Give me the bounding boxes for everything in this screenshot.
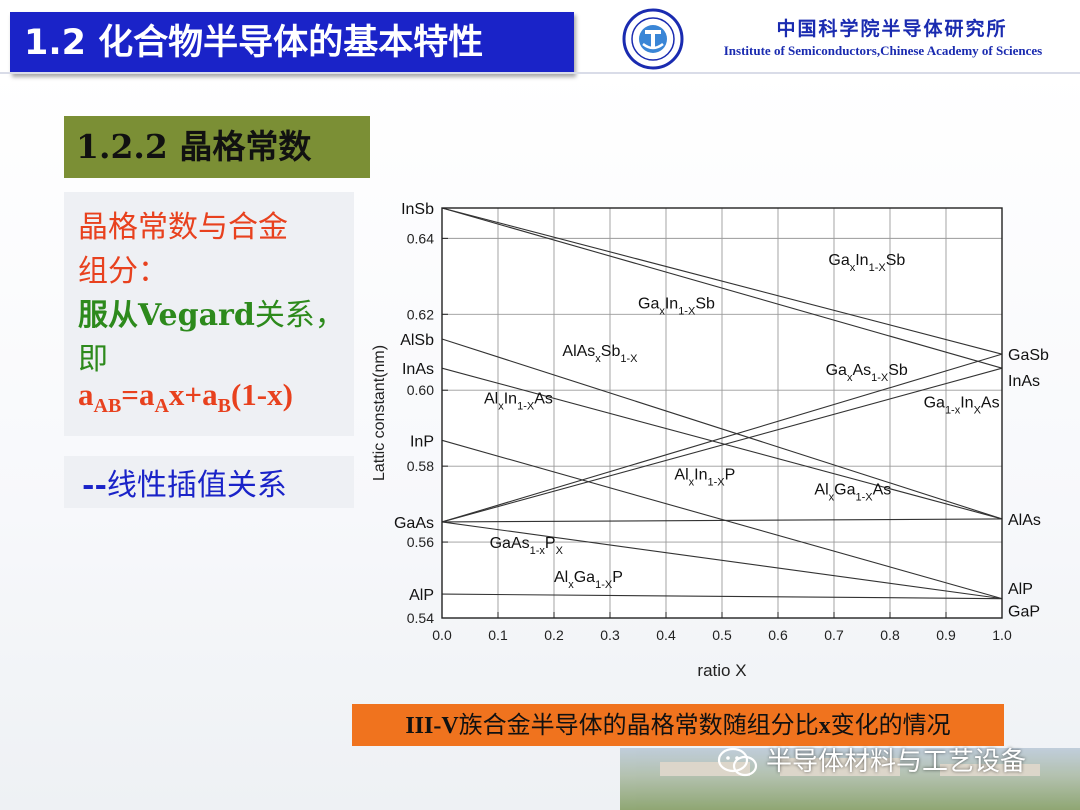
alloy-label: AlxGa1-XAs (814, 482, 891, 504)
series-line (441, 207, 1003, 355)
left-endpoint-label: InAs (402, 361, 434, 378)
alloy-label: GaxIn1-XSb (638, 296, 715, 318)
y-axis-label: Lattic constant(nm) (371, 345, 388, 481)
linear-interp-text: --线性插值关系 (82, 468, 287, 503)
alloy-label: GaAs1-xPX (490, 535, 564, 557)
y-tick-label: 0.62 (407, 306, 434, 322)
header-divider (0, 72, 1080, 74)
x-tick-label: 0.6 (768, 627, 788, 643)
x-tick-label: 0.1 (488, 627, 508, 643)
alloy-label: GaxAs1-XSb (826, 362, 908, 384)
alloy-label: AlAsxSb1-X (562, 343, 638, 365)
alloy-label: GaxIn1-XSb (828, 252, 905, 274)
x-tick-label: 0.3 (600, 627, 620, 643)
institute-name-cn: 中国科学院半导体研究所 (776, 18, 1008, 40)
wechat-icon (717, 747, 758, 777)
y-tick-label: 0.56 (407, 534, 434, 550)
left-endpoint-label: GaAs (394, 515, 434, 532)
series-line (441, 207, 1003, 369)
alloy-label: AlxIn1-XP (674, 466, 735, 488)
text-line-3: 服从Vegard关系， (78, 290, 345, 334)
x-tick-label: 1.0 (992, 627, 1012, 643)
x-tick-label: 0.9 (936, 627, 956, 643)
right-endpoint-label: GaSb (1008, 347, 1049, 364)
series-line (441, 353, 1003, 523)
y-tick-label: 0.58 (407, 458, 434, 474)
right-endpoint-label: AlAs (1008, 512, 1041, 529)
text-line-2: 组分： (78, 254, 168, 289)
x-tick-label: 0.4 (656, 627, 676, 643)
y-tick-label: 0.60 (407, 382, 434, 398)
series-line (441, 367, 1003, 523)
text-line-1: 晶格常数与合金 (78, 210, 288, 245)
x-tick-label: 0.2 (544, 627, 564, 643)
right-endpoint-label: AlP (1008, 581, 1033, 598)
vegard-rest: 关系， (254, 298, 345, 333)
institute-name-en: Institute of Semiconductors,Chinese Acad… (723, 43, 1043, 58)
left-endpoint-label: AlP (409, 587, 434, 604)
text-line-4: 即 (78, 342, 108, 377)
right-endpoint-label: GaP (1008, 604, 1040, 621)
series-line (441, 521, 1003, 600)
series-line (441, 518, 1003, 523)
series-line (441, 367, 1003, 520)
vegard-label: 服从Vegard (78, 298, 255, 333)
right-endpoint-label: InAs (1008, 373, 1040, 390)
vegard-formula: aAB=aAx+aB(1-x) (78, 377, 293, 418)
x-tick-label: 0.7 (824, 627, 844, 643)
text-panel (64, 192, 354, 436)
wechat-watermark: 半导体材料与工艺设备 (716, 742, 1036, 786)
left-endpoint-label: InSb (401, 201, 434, 218)
section-heading: 1.2.2 晶格常数 (64, 116, 370, 178)
alloy-label: AlxIn1-XAs (484, 391, 553, 413)
x-tick-label: 0.8 (880, 627, 900, 643)
x-axis-label: ratio X (697, 661, 746, 680)
series-line (441, 338, 1003, 520)
x-tick-label: 0.0 (432, 627, 452, 643)
y-tick-label: 0.54 (407, 610, 434, 626)
slide-title: 1.2 化合物半导体的基本特性 (10, 12, 574, 74)
left-endpoint-label: InP (410, 433, 434, 450)
series-line (441, 593, 1003, 600)
alloy-label: Ga1-xInXAs (924, 394, 1000, 416)
alloy-label: AlxGa1-XP (554, 569, 623, 591)
series-line (441, 439, 1003, 600)
figure-caption: III-V族合金半导体的晶格常数随组分比x变化的情况 (352, 704, 1004, 746)
campus-photo-strip (620, 748, 1080, 810)
lattice-constant-chart: 0.0 0.1 0.2 0.3 0.4 0.5 0.6 0.7 0.8 0.9 1.0 0.54 0.5… (371, 201, 1049, 680)
left-endpoint-label: AlSb (400, 332, 434, 349)
institute-logo-icon (622, 8, 684, 70)
watermark-text: 半导体材料与工艺设备 (766, 747, 1027, 777)
interp-panel (64, 456, 354, 508)
x-tick-label: 0.5 (712, 627, 732, 643)
y-tick-label: 0.64 (407, 230, 434, 246)
